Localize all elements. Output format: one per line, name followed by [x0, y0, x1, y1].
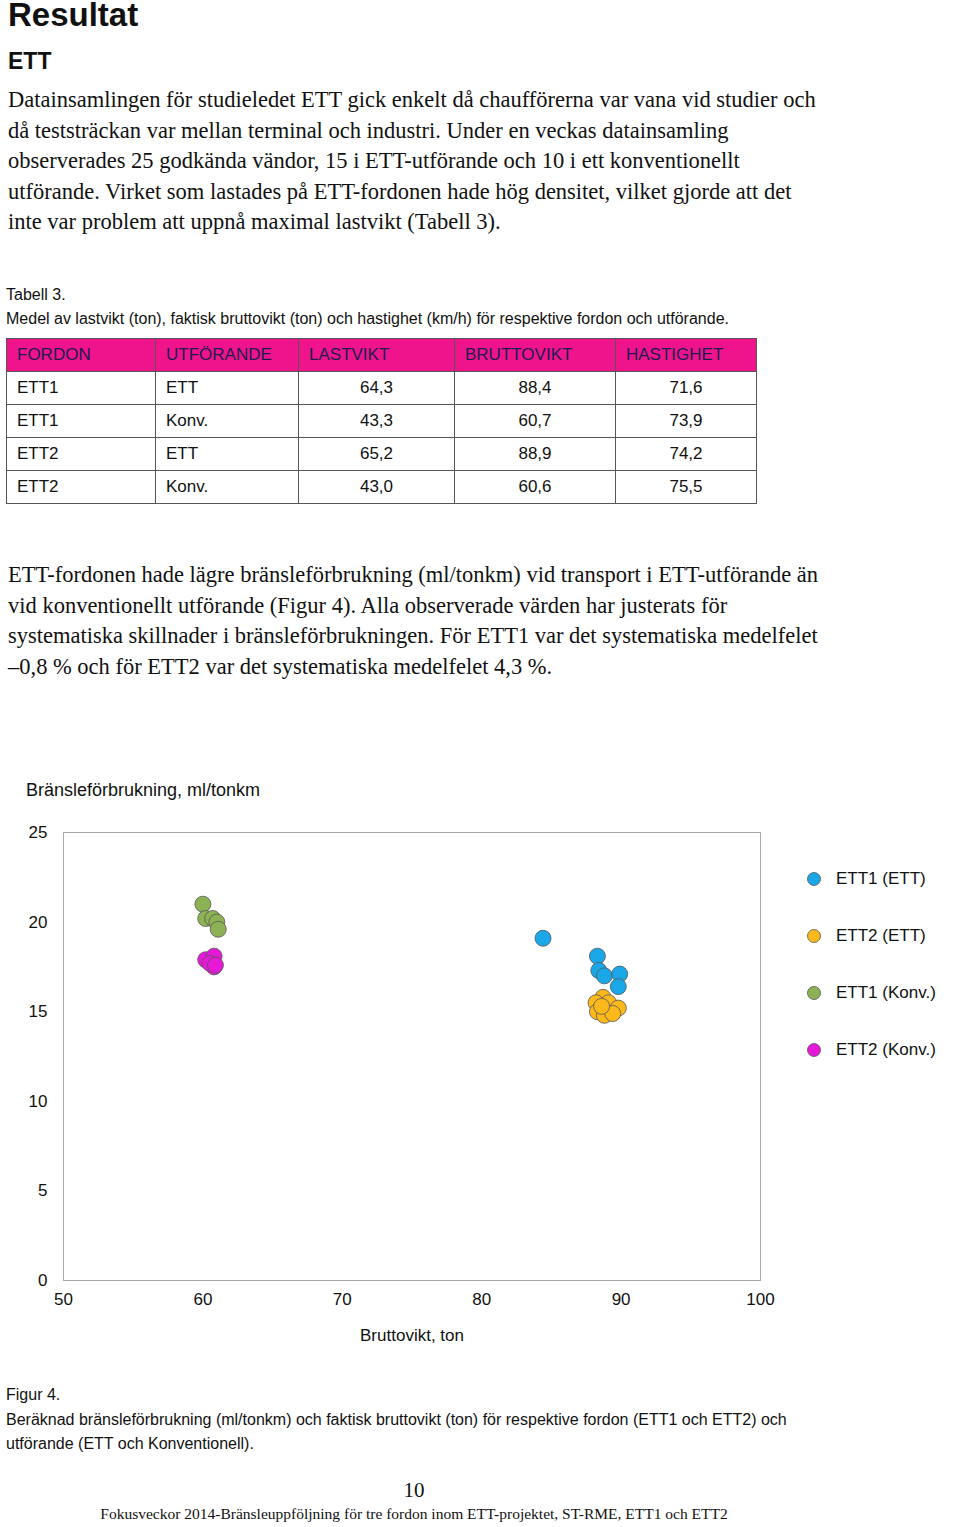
html-text:64,3: 64,3 — [360, 378, 393, 397]
svg-text:25: 25 — [29, 823, 48, 842]
html-text:ETT1: ETT1 — [17, 378, 59, 397]
svg-text:15: 15 — [29, 1002, 48, 1021]
svg-text:80: 80 — [472, 1290, 491, 1309]
svg-text:0: 0 — [38, 1271, 47, 1290]
svg-text:50: 50 — [54, 1290, 73, 1309]
html-text:ETT1 (ETT): ETT1 (ETT) — [836, 868, 926, 888]
html-text:10: 10 — [403, 1478, 425, 1502]
html-text:ETT2: ETT2 — [17, 477, 59, 496]
html-text:75,5: 75,5 — [669, 477, 703, 496]
html-text:ETT2: ETT2 — [17, 444, 59, 463]
html-text:UTFÖRANDE: UTFÖRANDE — [166, 345, 272, 364]
svg-text:10: 10 — [29, 1092, 48, 1111]
html-text:Datainsamlingen för studielede: Datainsamlingen för studieledet ETT gick… — [8, 87, 816, 234]
html-text:ETT1: ETT1 — [17, 411, 59, 430]
html-text:ETT: ETT — [166, 378, 199, 397]
svg-text:90: 90 — [612, 1290, 631, 1309]
html-text:ETT2 (ETT): ETT2 (ETT) — [836, 925, 926, 945]
html-text:60,7: 60,7 — [518, 411, 552, 430]
svg-text:100: 100 — [746, 1290, 774, 1309]
html-text:43,3: 43,3 — [360, 411, 393, 430]
html-text:Konv.: Konv. — [166, 411, 209, 430]
html-text:FORDON: FORDON — [17, 345, 91, 364]
html-text:Bränsleförbrukning, ml/tonkm: Bränsleförbrukning, ml/tonkm — [26, 780, 261, 800]
html-text:73,9: 73,9 — [669, 411, 703, 430]
html-text:88,9: 88,9 — [518, 444, 552, 463]
html-text:Beräknad bränsleförbrukning (m: Beräknad bränsleförbrukning (ml/tonkm) o… — [6, 1411, 787, 1452]
html-text:ETT-fordonen hade lägre bränsl: ETT-fordonen hade lägre bränsleförbrukni… — [8, 562, 818, 679]
html-text:88,4: 88,4 — [518, 378, 552, 397]
html-text:43,0: 43,0 — [360, 477, 393, 496]
html-text:71,6: 71,6 — [669, 378, 703, 397]
html-text:Figur 4.: Figur 4. — [6, 1386, 61, 1403]
html-text:ETT2 (Konv.): ETT2 (Konv.) — [836, 1039, 936, 1059]
html-text:Tabell 3.: Tabell 3. — [6, 286, 66, 303]
html-text:74,2: 74,2 — [669, 444, 703, 463]
html-text:ETT: ETT — [8, 48, 52, 74]
html-text:ETT1 (Konv.): ETT1 (Konv.) — [836, 982, 936, 1002]
html-text:Fokusveckor 2014-Bränsleuppföl: Fokusveckor 2014-Bränsleuppföljning för … — [100, 1505, 728, 1522]
svg-text:20: 20 — [29, 913, 48, 932]
svg-text:70: 70 — [333, 1290, 352, 1309]
html-text:HASTIGHET: HASTIGHET — [626, 345, 724, 364]
html-text:BRUTTOVIKT: BRUTTOVIKT — [465, 345, 573, 364]
html-text:60,6: 60,6 — [518, 477, 552, 496]
html-text:ETT: ETT — [166, 444, 199, 463]
svg-text:Bruttovikt, ton: Bruttovikt, ton — [360, 1326, 464, 1345]
html-text:Medel av lastvikt (ton), fakti: Medel av lastvikt (ton), faktisk bruttov… — [6, 310, 729, 327]
html-text:65,2: 65,2 — [360, 444, 393, 463]
html-text:Konv.: Konv. — [166, 477, 209, 496]
svg-text:60: 60 — [193, 1290, 212, 1309]
html-text:LASTVIKT: LASTVIKT — [309, 345, 390, 364]
svg-text:5: 5 — [38, 1181, 47, 1200]
